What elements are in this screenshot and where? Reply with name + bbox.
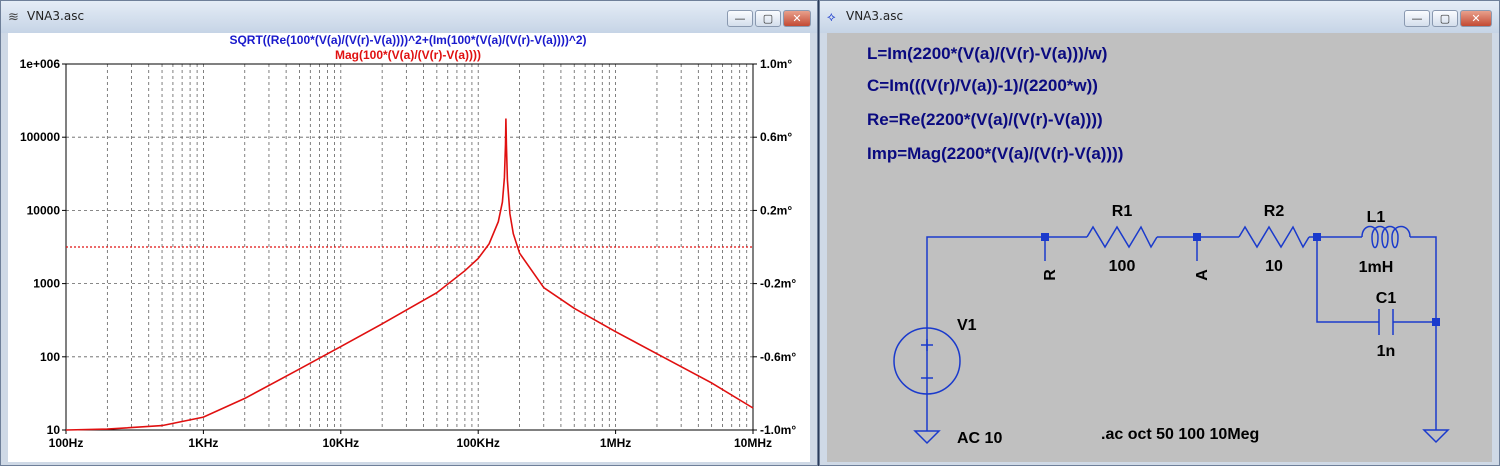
y2-tick-label: -0.2m° [760,277,796,291]
chart-series [65,118,754,431]
x-tick-label: 1KHz [188,436,218,450]
voltage-source-v1[interactable] [893,327,961,395]
ground-icon [913,430,941,445]
r1-value[interactable]: 100 [1109,258,1136,275]
close-button[interactable]: ✕ [1460,10,1492,27]
schematic-canvas[interactable]: L=Im(2200*(V(a)/(V(r)-V(a)))/w) C=Im(((V… [827,33,1492,462]
directive-impedance[interactable]: Imp=Mag(2200*(V(a)/(V(r)-V(a)))) [867,144,1123,163]
node-junction[interactable] [1432,318,1440,326]
directive-capacitance[interactable]: C=Im(((V(r)/V(a))-1)/(2200*w)) [867,76,1098,95]
chart-ticks: 100Hz 1KHz 10KHz 100KHz 1MHz 10MHz 10 100 1000 10… [20,57,797,450]
minimize-button[interactable]: — [727,10,753,27]
y-tick-label: 10000 [27,203,61,217]
y-tick-label: 100 [40,350,60,364]
plus-minus-icon [921,339,933,379]
x-tick-label: 1MHz [600,436,631,450]
chart-grid [66,64,753,430]
node-junction[interactable] [1193,233,1201,241]
r2-name[interactable]: R2 [1264,203,1285,220]
trace-title-blue[interactable]: SQRT((Re(100*(V(a)/(V(r)-V(a))))^2+(Im(1… [229,33,586,47]
wire-l1-to-ground[interactable] [1410,236,1437,430]
y-tick-label: 100000 [20,130,60,144]
resistor-r1[interactable] [1086,225,1158,249]
capacitor-c1[interactable] [1378,309,1394,335]
node-junction[interactable] [1313,233,1321,241]
ground-icon [1422,429,1450,444]
waveform-icon: ≋ [8,10,19,25]
y-tick-label: 1e+006 [20,57,61,71]
r2-value[interactable]: 10 [1265,258,1283,275]
x-tick-label: 10KHz [322,436,359,450]
y2-tick-label: -1.0m° [760,423,796,437]
plot-window-title: VNA3.asc [27,9,85,23]
schematic-titlebar[interactable]: ⟡ VNA3.asc — ▢ ✕ [820,1,1499,33]
directive-inductance[interactable]: L=Im(2200*(V(a)/(V(r)-V(a)))/w) [867,44,1107,63]
c1-value[interactable]: 1n [1377,343,1396,360]
y-tick-label: 1000 [33,277,60,291]
schematic-window: ⟡ VNA3.asc — ▢ ✕ L=Im(2200*(V(a)/(V(r)-V… [819,0,1500,466]
node-junction[interactable] [1041,233,1049,241]
maximize-button[interactable]: ▢ [1432,10,1458,27]
y-tick-label: 10 [47,423,61,437]
wire-v1-to-r1[interactable] [926,236,1087,393]
y2-tick-label: 1.0m° [760,57,792,71]
r1-name[interactable]: R1 [1112,203,1133,220]
x-tick-label: 100Hz [49,436,84,450]
plot-window: ≋ VNA3.asc — ▢ ✕ 100Hz 1KHz 10KHz 100KHz 1MH… [0,0,818,466]
directive-resistance[interactable]: Re=Re(2200*(V(a)/(V(r)-V(a)))) [867,110,1103,129]
minimize-button[interactable]: — [1404,10,1430,27]
schematic-drawing[interactable]: L=Im(2200*(V(a)/(V(r)-V(a)))/w) C=Im(((V… [827,33,1494,464]
net-label-r[interactable]: R [1042,269,1059,281]
y2-tick-label: 0.6m° [760,130,792,144]
net-label-a[interactable]: A [1194,269,1211,281]
plot-area[interactable]: 100Hz 1KHz 10KHz 100KHz 1MHz 10MHz 10 100 1000 10… [8,33,810,462]
x-tick-label: 100KHz [457,436,500,450]
l1-name[interactable]: L1 [1367,209,1386,226]
schematic-window-title: VNA3.asc [846,9,904,23]
v1-value[interactable]: AC 10 [957,430,1002,447]
inductor-l1[interactable] [1361,225,1411,249]
x-tick-label: 10MHz [734,436,772,450]
sim-command[interactable]: .ac oct 50 100 10Meg [1101,426,1259,443]
y2-tick-label: -0.6m° [760,350,796,364]
resistor-r2[interactable] [1238,225,1310,249]
wire-to-c1[interactable] [1316,237,1379,323]
maximize-button[interactable]: ▢ [755,10,781,27]
c1-name[interactable]: C1 [1376,290,1397,307]
l1-value[interactable]: 1mH [1359,259,1394,276]
plot-titlebar[interactable]: ≋ VNA3.asc — ▢ ✕ [1,1,817,33]
trace-title-red[interactable]: Mag(100*(V(a)/(V(r)-V(a)))) [335,48,481,62]
close-button[interactable]: ✕ [783,10,811,27]
y2-tick-label: 0.2m° [760,203,792,217]
magnitude-trace [65,118,754,431]
schematic-icon: ⟡ [827,10,836,25]
v1-name[interactable]: V1 [957,317,977,334]
plot-frame [65,63,754,431]
chart[interactable]: 100Hz 1KHz 10KHz 100KHz 1MHz 10MHz 10 100 1000 10… [8,33,812,464]
